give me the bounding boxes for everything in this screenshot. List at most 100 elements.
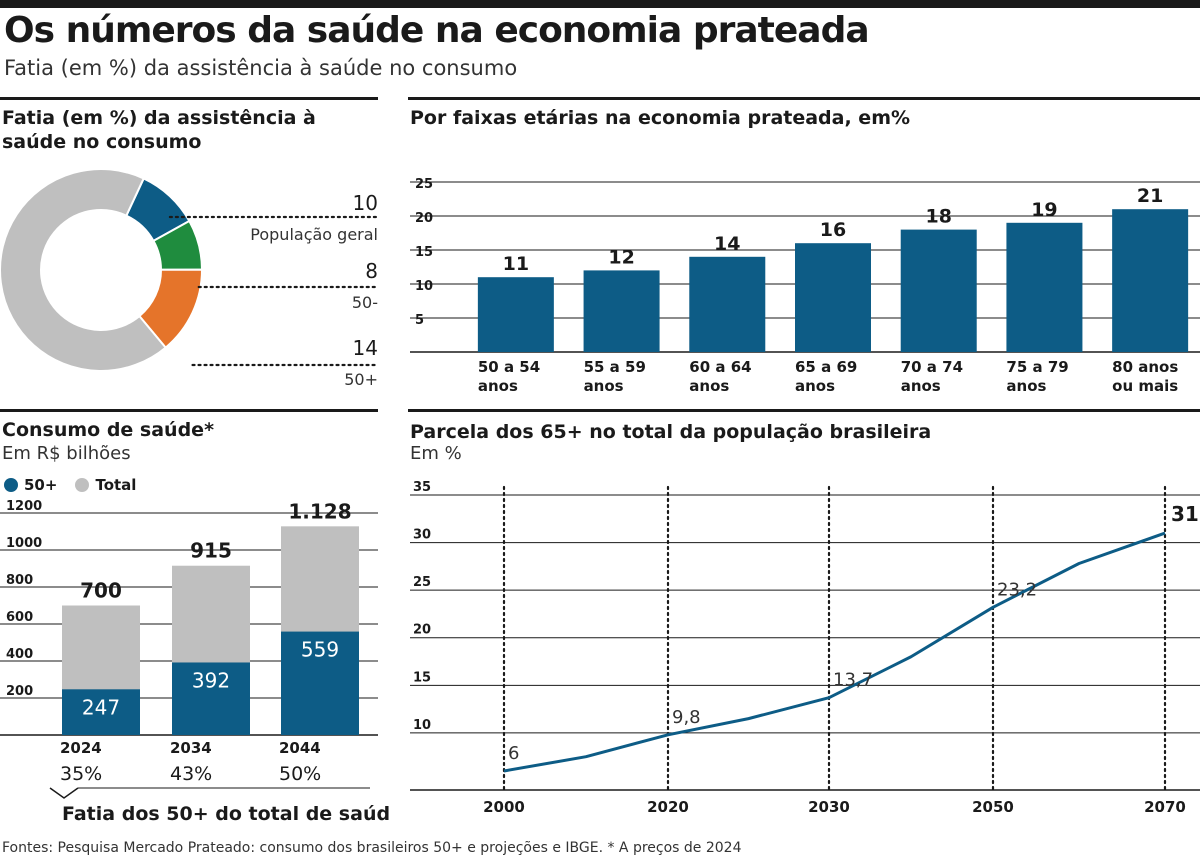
source-note: Fontes: Pesquisa Mercado Prateado: consu…	[2, 840, 742, 856]
cons-bar-50plus-2	[281, 631, 359, 735]
age-xlabel-6-0: 80 anos	[1112, 358, 1178, 376]
age-bar-value-3: 16	[820, 219, 846, 241]
pop-ytick-0: 10	[413, 718, 431, 733]
age-ytick-4: 25	[415, 177, 433, 192]
donut-chart: 10 População geral 8 50- 14 50+	[0, 168, 380, 389]
legend-item-total: Total	[75, 476, 136, 494]
donut-value-1: 8	[365, 259, 378, 283]
age-xlabel-2-1: anos	[689, 377, 729, 395]
pop-panel-subtitle: Em %	[410, 443, 462, 464]
legend-label-50plus: 50+	[24, 476, 58, 494]
pop-xtick-0: 2000	[483, 798, 525, 816]
consumo-stacked-bar-chart: 200 400 600 800 1000 1200 247 700 2024 35% 392 915 2…	[0, 499, 390, 825]
pop-panel-title: Parcela dos 65+ no total da população br…	[410, 421, 932, 443]
donut-label-1: 50-	[352, 293, 378, 312]
pop-ytick-2: 20	[413, 623, 431, 638]
pop-ytick-4: 30	[413, 528, 431, 543]
cons-xlabel-0: 2024	[60, 739, 102, 757]
consumo-panel-rule	[0, 409, 378, 412]
cons-footer-bracket-left	[49, 787, 79, 799]
cons-value-50plus-0: 247	[82, 695, 120, 719]
cons-value-total-1: 915	[190, 539, 232, 563]
consumo-panel-subtitle: Em R$ bilhões	[2, 443, 131, 464]
cons-xlabel-2: 2044	[279, 739, 321, 757]
age-bar-value-0: 11	[503, 253, 529, 275]
cons-xlabel-1: 2034	[170, 739, 212, 757]
cons-footer-label: Fatia dos 50+ do total de saúde	[62, 803, 390, 825]
pop-xtick-1: 2020	[647, 798, 689, 816]
pop-point-label-0: 6	[508, 743, 519, 764]
age-xlabel-5-1: anos	[1006, 377, 1046, 395]
cons-share-2: 50%	[279, 763, 321, 785]
cons-ytick-5: 1200	[6, 499, 42, 514]
age-xlabel-2-0: 60 a 64	[689, 358, 751, 376]
pop-xtick-4: 2070	[1144, 798, 1186, 816]
age-bar-5	[1006, 222, 1083, 352]
cons-bar-50plus-1	[172, 662, 250, 735]
age-panel-rule	[408, 97, 1200, 100]
cons-value-total-0: 700	[80, 579, 122, 603]
age-xlabel-4-0: 70 a 74	[901, 358, 963, 376]
age-xlabel-5-0: 75 a 79	[1006, 358, 1068, 376]
cons-share-0: 35%	[60, 763, 102, 785]
age-xlabel-3-0: 65 a 69	[795, 358, 857, 376]
age-xlabel-0-0: 50 a 54	[478, 358, 540, 376]
donut-label-2: 50+	[344, 370, 378, 389]
cons-ytick-3: 800	[6, 573, 33, 588]
pop-xtick-2: 2030	[808, 798, 850, 816]
donut-panel-title: Fatia (em %) da assistência à saúde no c…	[2, 107, 316, 153]
age-bar-value-4: 18	[925, 206, 951, 228]
consumo-legend: 50+ Total	[4, 476, 136, 494]
age-ytick-2: 15	[415, 245, 433, 260]
cons-ytick-2: 600	[6, 610, 33, 625]
donut-panel-rule	[0, 97, 378, 100]
pop-panel-rule	[408, 409, 1200, 412]
donut-value-2: 14	[353, 336, 378, 360]
cons-value-50plus-1: 392	[192, 668, 230, 692]
age-xlabel-6-1: ou mais	[1112, 377, 1178, 395]
age-ytick-0: 5	[415, 313, 424, 328]
legend-label-total: Total	[95, 476, 137, 494]
donut-value-0: 10	[353, 191, 378, 215]
age-ytick-3: 20	[415, 211, 433, 226]
age-xlabel-1-0: 55 a 59	[584, 358, 646, 376]
page-title: Os números da saúde na economia prateada	[4, 10, 870, 51]
age-xlabel-1-1: anos	[584, 377, 624, 395]
pop-ytick-3: 25	[413, 575, 431, 590]
cons-value-total-2: 1.128	[288, 499, 351, 523]
age-bar-value-5: 19	[1031, 199, 1057, 221]
age-bar-1	[583, 270, 660, 352]
legend-swatch-blue	[4, 478, 18, 492]
age-bar-2	[689, 256, 766, 352]
cons-ytick-0: 200	[6, 684, 33, 699]
pop-series-line	[503, 531, 1166, 773]
cons-ytick-4: 1000	[6, 536, 42, 551]
cons-share-1: 43%	[170, 763, 212, 785]
pop-point-label-2: 13,7	[833, 670, 873, 691]
top-bar	[0, 0, 1200, 8]
age-xlabel-3-1: anos	[795, 377, 835, 395]
cons-bar-50plus-0	[62, 689, 140, 735]
pop-line-chart: 10 15 20 25 30 35 2000 2020 2030 2050 2070 6 9,8 13,7…	[410, 480, 1200, 816]
age-xlabel-0-1: anos	[478, 377, 518, 395]
age-panel-title: Por faixas etárias na economia prateada,…	[410, 107, 911, 129]
pop-ytick-1: 15	[413, 670, 431, 685]
age-bar-value-2: 14	[714, 233, 740, 255]
age-bar-3	[795, 243, 871, 352]
cons-ytick-1: 400	[6, 647, 33, 662]
legend-swatch-gray	[75, 478, 90, 492]
donut-label-0: População geral	[250, 225, 378, 244]
pop-xtick-3: 2050	[972, 798, 1014, 816]
age-xlabel-4-1: anos	[901, 377, 941, 395]
consumo-panel-title: Consumo de saúde*	[2, 419, 215, 441]
cons-value-50plus-2: 559	[301, 638, 339, 662]
pop-point-label-4: 31	[1171, 502, 1199, 526]
donut-slice-remainder	[0, 168, 168, 372]
age-bar-value-6: 21	[1137, 185, 1163, 207]
pop-point-label-3: 23,2	[997, 579, 1037, 600]
page-subtitle: Fatia (em %) da assistência à saúde no c…	[4, 56, 518, 80]
legend-item-50plus: 50+	[4, 476, 57, 494]
age-ytick-1: 10	[415, 279, 433, 294]
age-bar-6	[1112, 209, 1189, 352]
